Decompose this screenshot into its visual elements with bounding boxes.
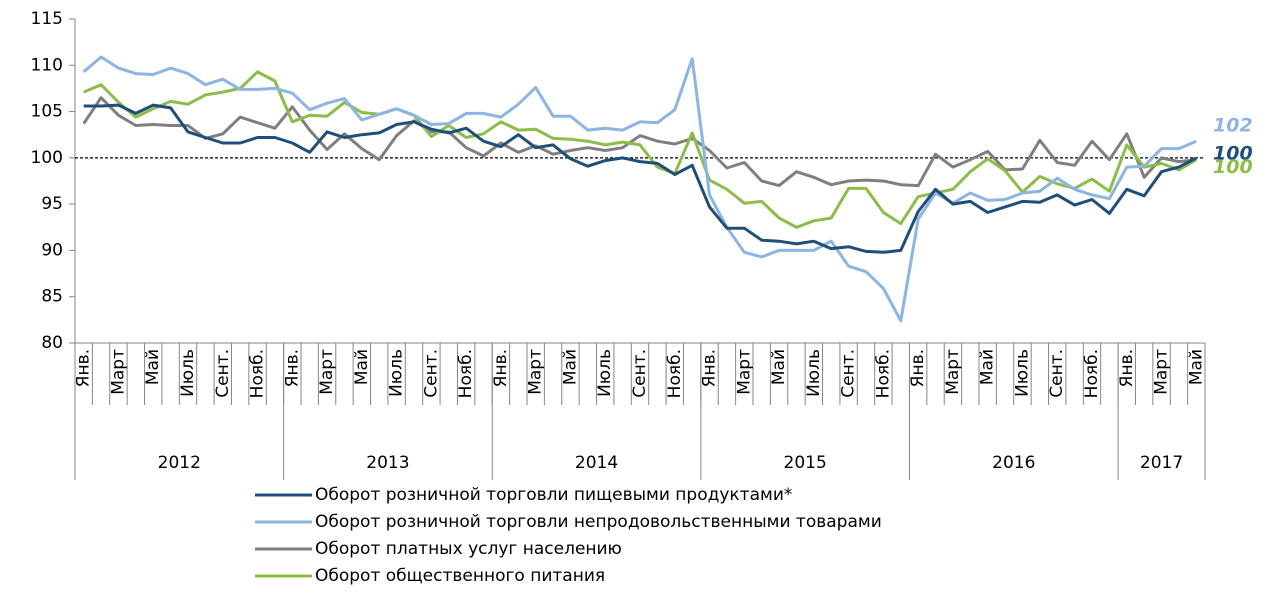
x-tick-label: Июль bbox=[804, 349, 824, 397]
end-label: 100 bbox=[1213, 142, 1253, 164]
x-tick-label: Нояб. bbox=[665, 349, 685, 398]
x-tick-label: Сент. bbox=[1047, 349, 1067, 398]
x-tick-label: Июль bbox=[178, 349, 198, 397]
x-group-label: 2013 bbox=[366, 453, 409, 473]
y-tick-label: 115 bbox=[31, 9, 63, 29]
series-line bbox=[83, 70, 1198, 229]
y-tick-label: 100 bbox=[31, 148, 63, 168]
x-tick-label: Май bbox=[1186, 349, 1206, 385]
end-label: 100 bbox=[1213, 156, 1253, 178]
legend-label: Оборот розничной торговли непродовольств… bbox=[315, 512, 882, 532]
x-tick-label: Нояб. bbox=[1082, 349, 1102, 398]
x-tick-label: Нояб. bbox=[456, 349, 476, 398]
x-group-label: 2012 bbox=[158, 453, 201, 473]
x-tick-label: Май bbox=[978, 349, 998, 385]
x-tick-label: Июль bbox=[595, 349, 615, 397]
x-tick-label: Июль bbox=[387, 349, 407, 397]
x-tick-label: Янв. bbox=[1117, 349, 1137, 387]
y-tick-label: 80 bbox=[41, 333, 63, 353]
legend-label: Оборот платных услуг населению bbox=[315, 539, 622, 559]
y-tick-label: 85 bbox=[41, 287, 63, 307]
x-tick-label: Июль bbox=[1012, 349, 1032, 397]
y-tick-label: 105 bbox=[31, 102, 63, 122]
x-tick-label: Март bbox=[108, 349, 128, 395]
x-tick-label: Янв. bbox=[908, 349, 928, 387]
x-tick-label: Март bbox=[734, 349, 754, 395]
x-tick-label: Май bbox=[143, 349, 163, 385]
x-tick-label: Сент. bbox=[839, 349, 859, 398]
x-group-label: 2014 bbox=[575, 453, 618, 473]
x-tick-label: Янв. bbox=[282, 349, 302, 387]
x-tick-label: Март bbox=[943, 349, 963, 395]
x-tick-label: Май bbox=[352, 349, 372, 385]
x-tick-label: Янв. bbox=[491, 349, 511, 387]
y-tick-label: 95 bbox=[41, 194, 63, 214]
legend-label: Оборот общественного питания bbox=[315, 566, 605, 586]
legend-label: Оборот розничной торговли пищевыми проду… bbox=[315, 485, 792, 505]
x-tick-label: Сент. bbox=[213, 349, 233, 398]
x-group-label: 2015 bbox=[784, 453, 827, 473]
x-tick-label: Янв. bbox=[700, 349, 720, 387]
x-group-label: 2016 bbox=[992, 453, 1035, 473]
series-line bbox=[82, 55, 1197, 323]
x-tick-label: Сент. bbox=[630, 349, 650, 398]
x-tick-label: Нояб. bbox=[248, 349, 268, 398]
end-label: 102 bbox=[1213, 115, 1253, 137]
series-line bbox=[82, 96, 1197, 188]
y-tick-label: 110 bbox=[31, 55, 63, 75]
y-tick-label: 90 bbox=[41, 240, 63, 260]
x-tick-label: Янв. bbox=[74, 349, 94, 387]
x-tick-label: Сент. bbox=[421, 349, 441, 398]
x-group-label: 2017 bbox=[1140, 453, 1183, 473]
x-tick-label: Март bbox=[526, 349, 546, 395]
x-tick-label: Март bbox=[317, 349, 337, 395]
series-line bbox=[83, 103, 1198, 254]
x-tick-label: Май bbox=[560, 349, 580, 385]
x-tick-label: Март bbox=[1152, 349, 1172, 395]
x-tick-label: Май bbox=[769, 349, 789, 385]
x-tick-label: Нояб. bbox=[873, 349, 893, 398]
